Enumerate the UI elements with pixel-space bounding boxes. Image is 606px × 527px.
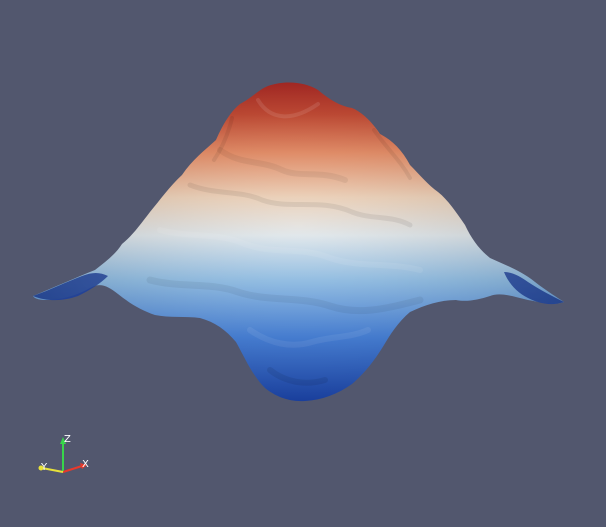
y-axis-line — [41, 467, 64, 473]
x-axis-line — [62, 465, 83, 473]
surface-shading — [33, 82, 564, 402]
orientation-axes: Z X Y — [38, 434, 89, 473]
y-axis-arrow — [38, 465, 44, 471]
surface-ridges — [146, 98, 424, 386]
z-axis-label: Z — [64, 434, 71, 445]
x-axis-label: X — [82, 459, 89, 470]
y-axis-label: Y — [40, 462, 48, 473]
z-axis-arrow — [60, 437, 66, 444]
x-axis-arrow — [80, 463, 87, 469]
